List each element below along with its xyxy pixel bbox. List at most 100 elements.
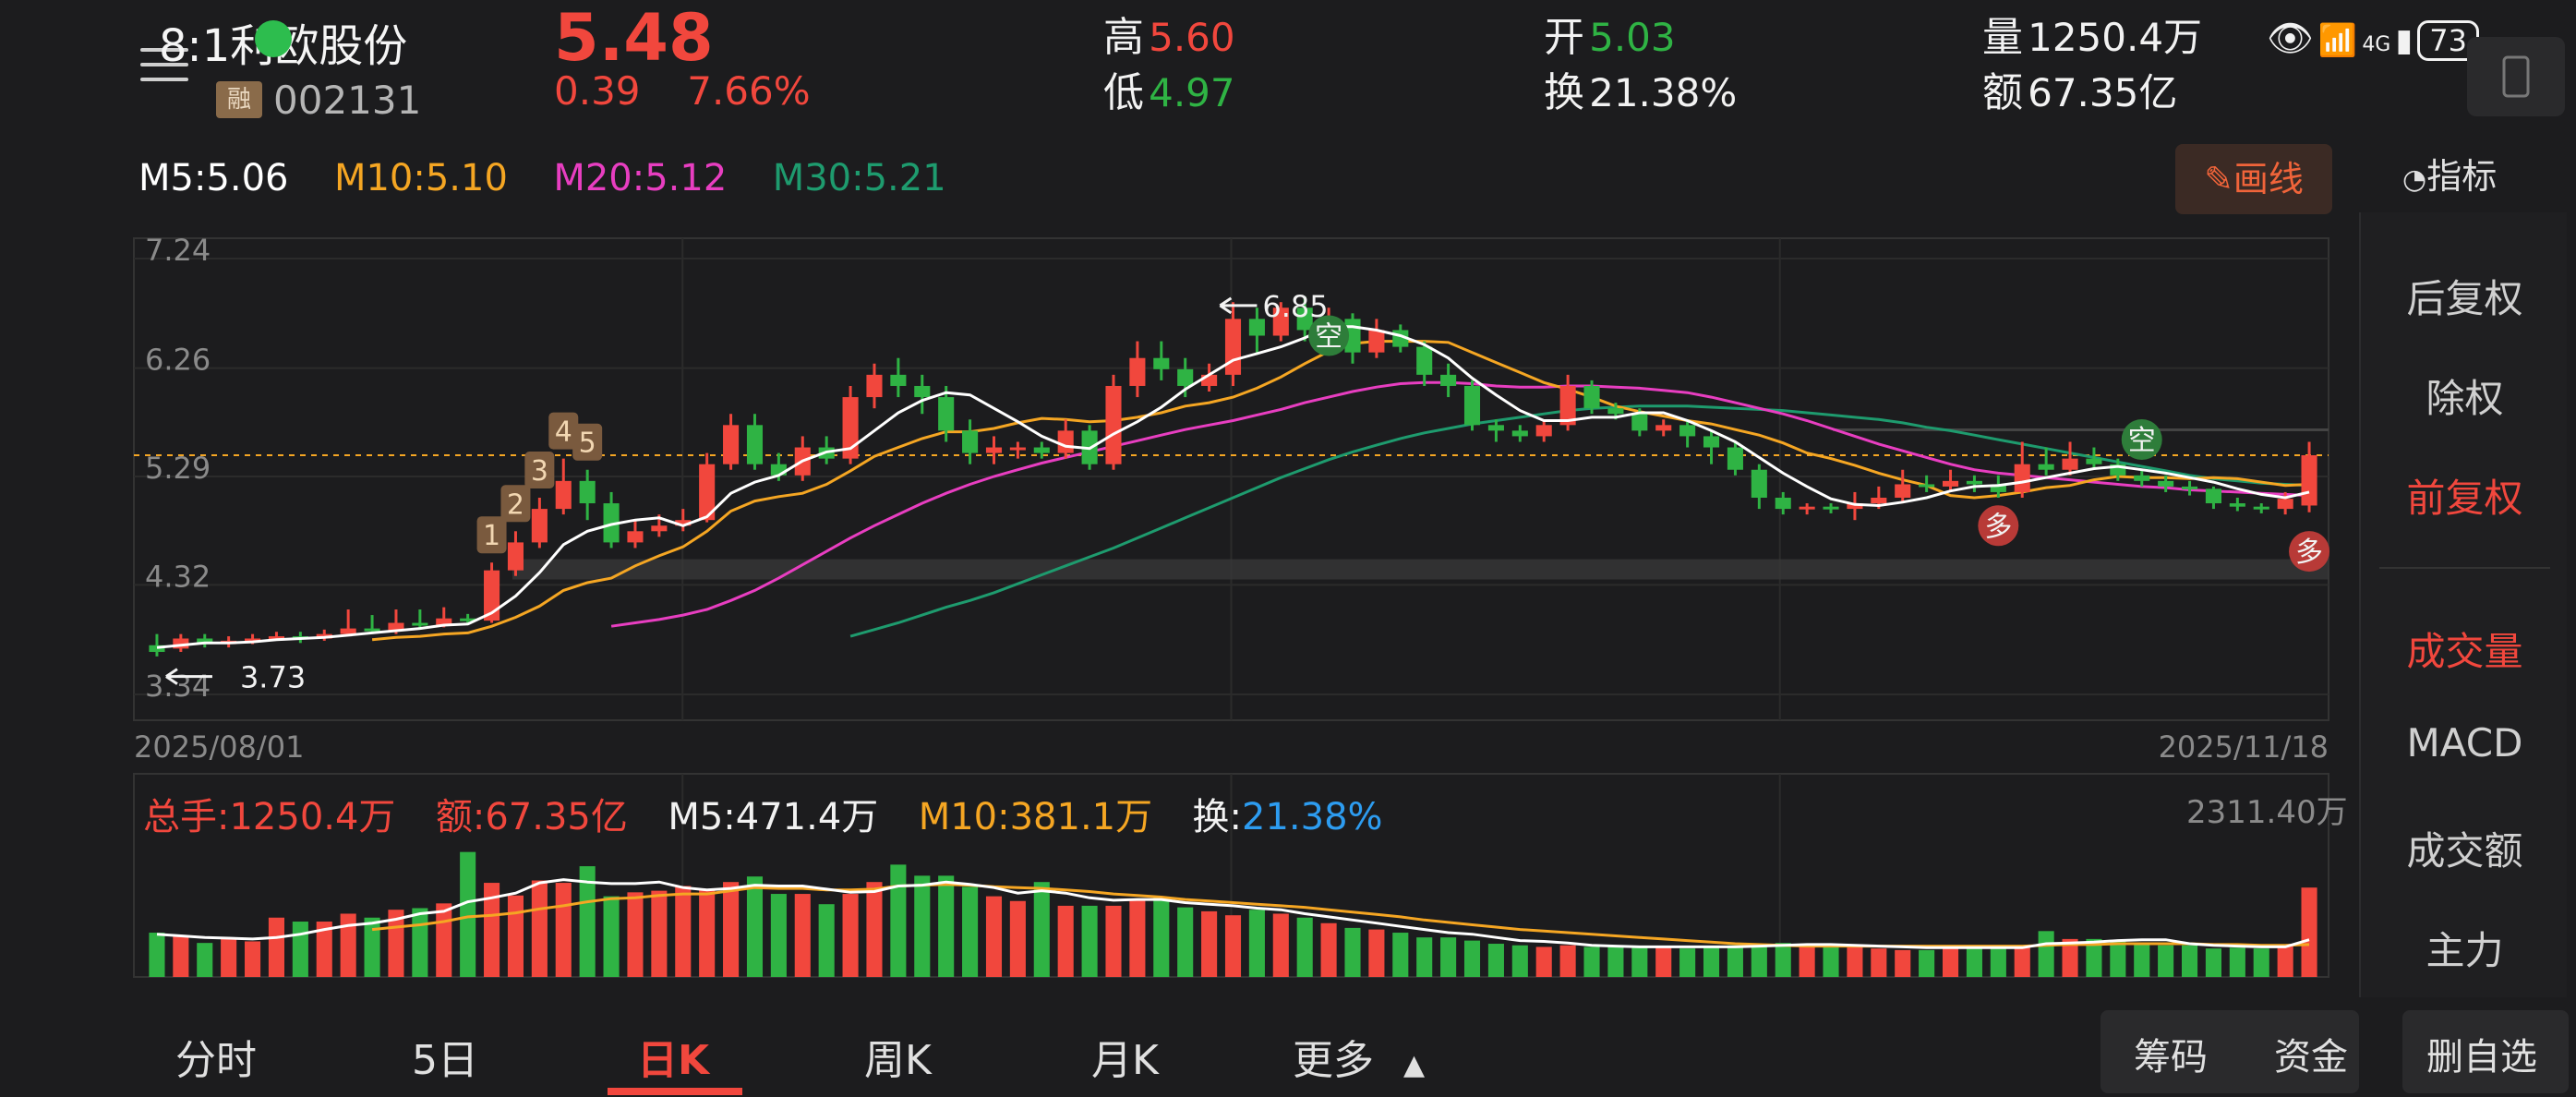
draw-line-button[interactable]: ✎画线 — [2175, 144, 2332, 214]
candle-body — [675, 520, 692, 526]
volume-bar — [627, 892, 644, 977]
sidebar-item-macd[interactable]: MACD — [2406, 720, 2523, 765]
long-signal-marker-label: 多 — [2295, 536, 2323, 569]
sequence-tag-label: 5 — [579, 428, 596, 460]
tab-daily-k[interactable]: 日K — [637, 1037, 710, 1084]
ma30-line — [849, 404, 2310, 638]
sidebar-item-main-force[interactable]: 主力 — [2426, 928, 2504, 973]
volume-bar — [245, 941, 261, 977]
ma5-label: M5:5.06 — [138, 157, 289, 199]
volume-bar — [268, 917, 285, 977]
sidebar-item-volume[interactable]: 成交量 — [2406, 629, 2523, 674]
candle-body — [2181, 486, 2198, 489]
candle-body — [1463, 385, 1481, 426]
candle-body — [1990, 484, 2006, 492]
tab-more[interactable]: 更多 ▲ — [1293, 1037, 1426, 1084]
quote-turnover: 换 21.38% — [1544, 69, 1738, 116]
candle-body — [507, 542, 524, 571]
candle-body — [627, 531, 644, 543]
volume-bar — [364, 917, 380, 977]
candle-body — [555, 480, 572, 510]
candle-body — [2014, 464, 2030, 492]
candle-body — [1751, 469, 1767, 498]
candle-body — [149, 645, 165, 653]
sidebar-item-amount[interactable]: 成交额 — [2406, 828, 2523, 874]
sidebar-item-back-adjust[interactable]: 后复权 — [2406, 276, 2523, 321]
sequence-tag-label: 2 — [507, 488, 524, 521]
gauge-icon: ◔ — [2402, 163, 2427, 196]
vol-m10: M10:381.1万 — [918, 796, 1153, 838]
funds-button[interactable]: 资金 — [2274, 1036, 2348, 1079]
volume-bar — [1057, 905, 1074, 977]
sequence-tag — [524, 451, 555, 488]
volume-bar — [1631, 947, 1648, 977]
candle-body — [2086, 458, 2102, 464]
wechat-icon — [255, 20, 292, 57]
candle-body — [1368, 330, 1385, 353]
volume-bar — [699, 889, 716, 977]
pencil-icon: ✎ — [2204, 159, 2233, 199]
candle-body — [1416, 346, 1433, 375]
tab-5day[interactable]: 5日 — [412, 1037, 478, 1084]
candle-body — [746, 425, 764, 464]
volume-bar — [436, 903, 452, 977]
candle-body — [1105, 385, 1122, 464]
candle-body — [2301, 455, 2317, 506]
sidebar-item-ex-rights[interactable]: 除权 — [2426, 376, 2504, 421]
tab-intraday[interactable]: 分时 — [175, 1037, 257, 1084]
vol-max-label: 2311.40万 — [2186, 794, 2348, 831]
volume-bar — [818, 904, 835, 977]
volume-bar — [460, 851, 476, 977]
volume-bar — [1440, 937, 1457, 977]
landscape-toggle-button[interactable] — [2467, 37, 2565, 116]
tab-weekly-k[interactable]: 周K — [864, 1037, 932, 1084]
high-marker: 6.85 — [1262, 289, 1328, 324]
short-signal-marker — [2121, 419, 2162, 461]
volume-bar — [1487, 944, 1504, 977]
volume-bar — [292, 922, 308, 977]
volume-bar — [412, 908, 428, 977]
candle-body — [1655, 425, 1672, 431]
volume-bar — [340, 913, 356, 977]
volume-bar — [1559, 945, 1576, 977]
volume-bar — [1153, 898, 1170, 977]
volume-bar — [675, 886, 692, 977]
vol-turnover: 21.38% — [1242, 796, 1383, 838]
sidebar-item-forward-adjust[interactable]: 前复权 — [2406, 476, 2523, 521]
volume-bar — [2038, 931, 2054, 977]
candle-body — [1009, 447, 1026, 451]
tab-monthly-k[interactable]: 月K — [1091, 1037, 1159, 1084]
candle-body — [2253, 506, 2269, 510]
volume-bar — [938, 875, 955, 977]
volume-bar — [149, 933, 165, 977]
candle-body — [412, 622, 428, 626]
candle-body — [245, 638, 261, 642]
candle-body — [1871, 497, 1887, 504]
short-signal-marker-label: 空 — [2128, 425, 2156, 457]
volume-bar — [1009, 900, 1026, 977]
volume-bar — [2062, 938, 2078, 977]
quote-low: 低 4.97 — [1103, 69, 1235, 116]
candle-body — [1895, 484, 1911, 498]
volume-bar — [316, 922, 332, 977]
remove-watchlist-button[interactable]: 删自选 — [2402, 1010, 2569, 1093]
y-tick-label: 4.32 — [145, 559, 211, 594]
ma30-label: M30:5.21 — [772, 157, 946, 199]
candle-body — [1559, 385, 1576, 426]
ma-legend: M5:5.06 M10:5.10 M20:5.12 M30:5.21 — [138, 157, 946, 199]
sequence-tag-label: 1 — [483, 520, 500, 552]
period-tabs: 分时 5日 日K 周K 月K 更多 ▲ — [0, 1007, 2576, 1097]
x-start-label: 2025/08/01 — [134, 729, 304, 765]
volume-bar — [507, 895, 524, 977]
volume-bar — [1583, 946, 1600, 977]
y-tick-label: 5.29 — [145, 451, 211, 486]
chips-button[interactable]: 筹码 — [2134, 1036, 2208, 1079]
price-change: 0.39 7.66% — [554, 68, 811, 114]
indicator-button[interactable]: ◔指标 — [2402, 156, 2498, 197]
volume-bar — [1224, 915, 1242, 977]
candle-body — [1296, 307, 1313, 331]
active-tab-indicator — [608, 1088, 742, 1095]
menu-icon[interactable] — [140, 44, 194, 90]
volume-bar — [1033, 882, 1050, 977]
